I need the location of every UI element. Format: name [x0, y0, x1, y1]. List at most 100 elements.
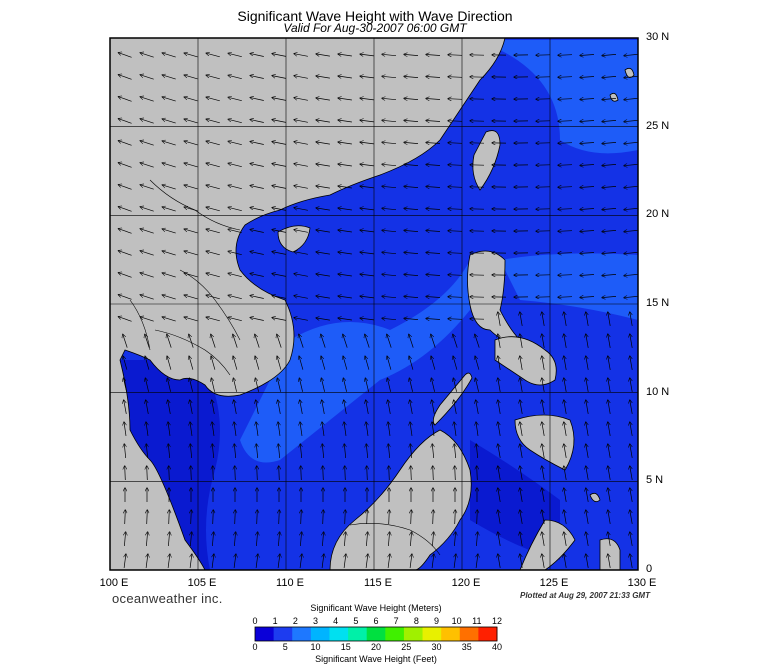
wave-arrow [162, 97, 176, 102]
wave-arrow [426, 253, 441, 254]
latitude-label: 5 N [646, 474, 664, 487]
colorbar-swatch [310, 627, 330, 641]
wave-arrow [206, 97, 220, 102]
wave-arrow [250, 164, 264, 167]
wave-arrow [558, 143, 573, 144]
wave-arrow [145, 334, 150, 348]
wave-arrow [630, 400, 633, 414]
longitude-label: 130 E [627, 577, 657, 589]
wave-arrow [272, 164, 286, 167]
wave-arrow [367, 466, 368, 481]
wave-arrow [140, 163, 154, 168]
wave-arrow [360, 186, 374, 188]
longitude-label: 110 E [276, 577, 304, 589]
wave-arrow [167, 356, 172, 370]
colorbar-meters-tick: 1 [272, 616, 278, 626]
wave-arrow [184, 251, 198, 256]
wave-arrow [294, 76, 308, 79]
wave-arrow [250, 230, 264, 233]
wave-arrow [212, 400, 215, 414]
wave-arrow [498, 334, 501, 348]
colorbar-feet-tick: 15 [340, 642, 351, 652]
wave-arrow [426, 275, 441, 276]
wave-arrow [382, 54, 397, 55]
latitude-label: 10 N [646, 385, 670, 398]
wave-arrow [454, 444, 455, 459]
wave-arrow [360, 230, 374, 232]
wave-arrow [448, 319, 463, 320]
wave-arrow [250, 208, 264, 211]
wave-arrow [360, 142, 374, 144]
wave-arrow [426, 77, 441, 78]
wave-arrow [382, 208, 397, 209]
wave-arrow [624, 186, 638, 187]
wave-arrow [630, 466, 633, 480]
wave-arrow [624, 274, 638, 275]
wave-arrow [542, 466, 545, 480]
wave-arrow [388, 422, 390, 436]
wave-arrow [145, 356, 150, 370]
colorbar-meters-tick: 10 [451, 616, 462, 626]
wave-arrow [558, 275, 573, 276]
wave-arrow [448, 209, 463, 210]
wave-arrow [294, 142, 308, 145]
wave-arrow [624, 76, 638, 77]
wave-arrow [256, 444, 257, 459]
wave-arrow [360, 274, 374, 276]
colorbar-feet-title: Significant Wave Height (Feet) [315, 654, 437, 664]
wave-arrow [580, 275, 595, 276]
wave-arrow [206, 185, 220, 190]
wave-arrow [586, 444, 589, 458]
wave-arrow [365, 378, 369, 392]
wave-arrow [542, 356, 545, 370]
wave-arrow [564, 466, 567, 480]
wave-arrow [410, 444, 411, 459]
wave-arrow [344, 532, 345, 547]
wave-arrow [366, 554, 368, 568]
map-frame [109, 37, 639, 571]
wave-arrow [321, 334, 326, 348]
wave-arrow [498, 510, 501, 524]
colorbar-swatch [255, 627, 275, 641]
colorbar-feet-tick: 20 [370, 642, 381, 652]
wave-arrow [294, 120, 308, 123]
wave-arrow [162, 185, 176, 190]
wave-arrow [448, 77, 463, 78]
wave-arrow [630, 510, 633, 524]
wave-arrow [256, 422, 258, 436]
wave-arrow [558, 253, 573, 254]
wave-arrow [162, 163, 176, 168]
wave-arrow [191, 466, 192, 481]
wave-arrow [542, 334, 545, 348]
wave-arrow [602, 98, 617, 99]
wave-arrow [498, 444, 501, 458]
wave-arrow [365, 356, 370, 370]
wave-arrow [388, 532, 389, 547]
wave-arrow [190, 400, 193, 414]
wave-arrow [316, 252, 330, 254]
wave-arrow [448, 275, 463, 276]
wave-arrow [602, 296, 617, 297]
wave-arrow [184, 273, 198, 278]
wave-arrow [278, 400, 281, 414]
wave-arrow [255, 334, 260, 348]
wave-arrow [360, 164, 374, 166]
colorbar-swatch [348, 627, 368, 641]
wave-arrow [404, 54, 419, 55]
wave-arrow [360, 296, 374, 298]
wave-arrow [453, 356, 458, 370]
colorbar-meters-tick: 7 [393, 616, 399, 626]
colorbar-swatch [273, 627, 293, 641]
colorbar-meters-tick: 6 [373, 616, 379, 626]
wave-arrow [520, 488, 523, 502]
oceanweather-logo: oceanweather inc. [112, 591, 223, 606]
wave-arrow [564, 510, 567, 524]
wave-arrow [382, 164, 397, 165]
wave-arrow [228, 163, 242, 168]
wave-arrow [213, 510, 214, 525]
wave-arrow [382, 318, 397, 319]
wave-arrow [542, 532, 545, 546]
wave-arrow [338, 120, 352, 122]
wave-arrow [382, 120, 397, 121]
map-subtitle: Valid For Aug-30-2007 06:00 GMT [283, 21, 467, 35]
